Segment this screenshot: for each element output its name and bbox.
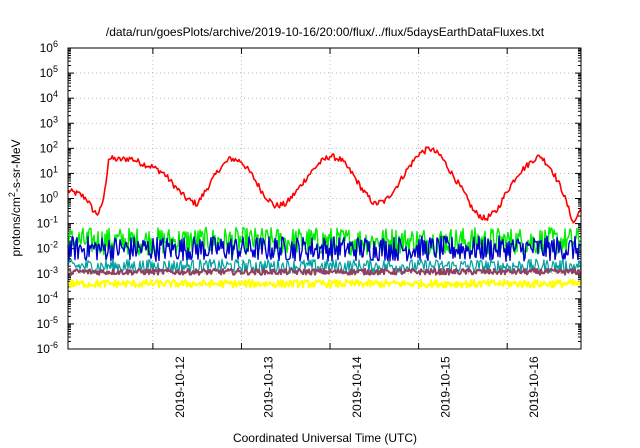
x-tick-labels: 2019-10-12 2019-10-13 2019-10-14 2019-10-15… bbox=[173, 356, 541, 418]
y-tick-label: 10-4 bbox=[37, 290, 58, 306]
y-tick-label: 103 bbox=[40, 114, 58, 130]
data-series bbox=[67, 146, 582, 289]
y-tick-labels: 10-6 10-5 10-4 10-3 10-2 10-1 100 101 102 103 104 1… bbox=[37, 39, 58, 356]
series-line-0 bbox=[67, 146, 582, 224]
y-axis-title-post: -s-sr-MeV bbox=[9, 139, 23, 192]
x-axis-title: Coordinated Universal Time (UTC) bbox=[233, 431, 417, 445]
chart-title: /data/run/goesPlots/archive/2019-10-16/2… bbox=[106, 25, 545, 39]
y-tick-label: 10-3 bbox=[37, 265, 58, 281]
y-tick-label: 10-5 bbox=[37, 315, 58, 331]
y-axis-title-sup: 2 bbox=[7, 192, 17, 197]
y-axis-title-pre: protons/cm bbox=[9, 197, 23, 256]
y-tick-label: 104 bbox=[40, 89, 58, 105]
y-axis-title: protons/cm2-s-sr-MeV bbox=[7, 139, 23, 256]
series-line-3 bbox=[67, 258, 582, 274]
y-tick-label: 10-1 bbox=[37, 215, 58, 231]
y-tick-label: 10-6 bbox=[37, 340, 58, 356]
series-line-2 bbox=[67, 235, 582, 262]
x-tick-label: 2019-10-12 bbox=[173, 356, 187, 418]
x-tick-label: 2019-10-14 bbox=[350, 356, 364, 418]
y-tick-label: 10-2 bbox=[37, 240, 58, 256]
y-tick-label: 102 bbox=[40, 139, 58, 155]
series-line-4 bbox=[67, 267, 582, 276]
plot-frame bbox=[67, 47, 582, 350]
x-tick-label: 2019-10-13 bbox=[261, 356, 275, 418]
y-tick-label: 101 bbox=[40, 164, 58, 180]
y-tick-label: 100 bbox=[40, 190, 58, 206]
x-tick-label: 2019-10-16 bbox=[527, 356, 541, 418]
x-tick-label: 2019-10-15 bbox=[439, 356, 453, 418]
series-line-5 bbox=[67, 279, 582, 289]
y-tick-label: 105 bbox=[40, 64, 58, 80]
y-tick-label: 106 bbox=[40, 39, 58, 55]
svg-text:protons/cm2-s-sr-MeV: protons/cm2-s-sr-MeV bbox=[7, 139, 23, 256]
